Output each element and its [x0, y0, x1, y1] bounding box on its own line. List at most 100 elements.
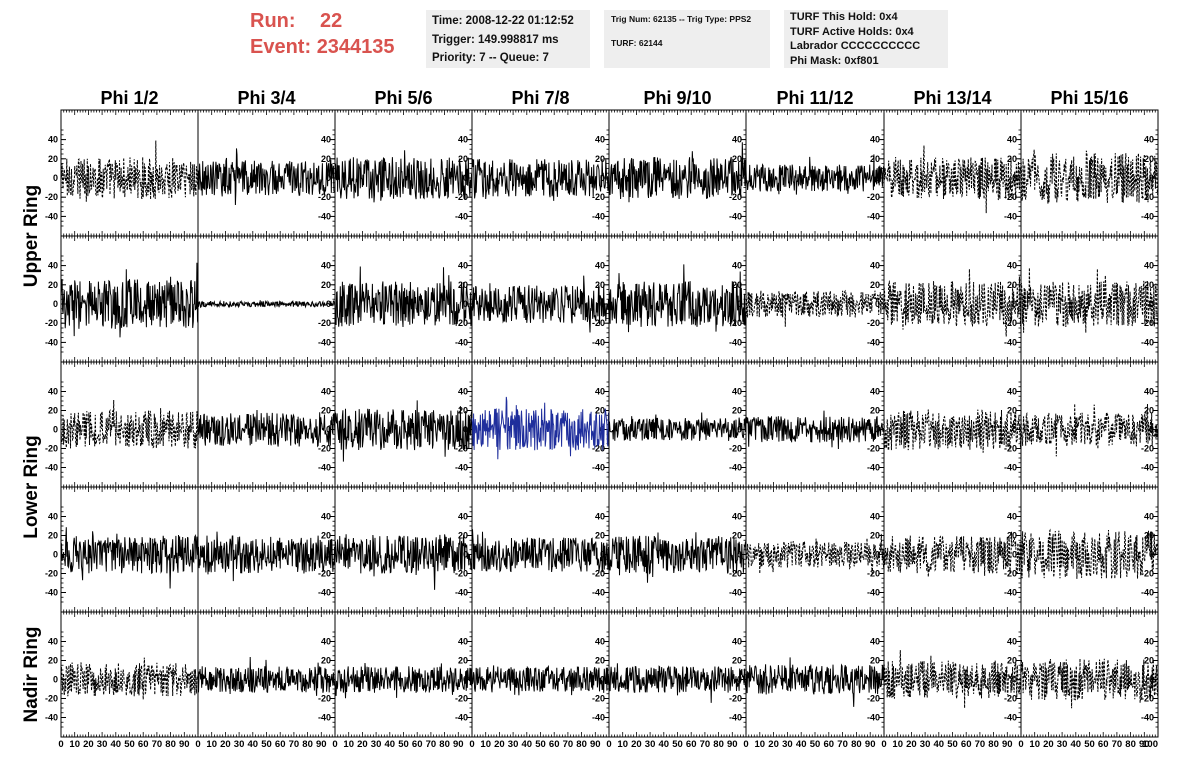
y-tick-label: 40 [732, 512, 742, 522]
y-tick-label: 0 [53, 173, 58, 183]
y-tick-label: 40 [48, 387, 58, 397]
waveform-trace [745, 410, 885, 450]
time-info-box: Time: 2008-12-22 01:12:52 Trigger: 149.9… [426, 10, 590, 68]
y-tick-label: 20 [48, 531, 58, 541]
y-tick-label: -40 [1141, 337, 1154, 347]
y-tick-label: -40 [455, 337, 468, 347]
y-tick-label: 20 [321, 154, 331, 164]
y-tick-label: 40 [595, 135, 605, 145]
y-tick-label: -40 [592, 588, 605, 598]
y-tick-label: -40 [45, 337, 58, 347]
y-tick-label: 20 [732, 406, 742, 416]
y-tick-label: -40 [1141, 588, 1154, 598]
waveform-trace [471, 158, 610, 201]
waveform-trace [883, 531, 1022, 577]
y-tick-label: -20 [592, 444, 605, 454]
y-tick-label: -40 [867, 211, 880, 221]
trigger-info-box: Trig Num: 62135 -- Trig Type: PPS2 TURF:… [604, 10, 770, 68]
waveform-trace [608, 264, 747, 333]
y-tick-label: 20 [1144, 406, 1154, 416]
y-tick-label: -20 [592, 192, 605, 202]
y-tick-label: -20 [455, 192, 468, 202]
y-tick-label: 40 [458, 637, 468, 647]
y-tick-label: -20 [592, 318, 605, 328]
y-tick-label: -40 [455, 463, 468, 473]
y-tick-label: -40 [45, 463, 58, 473]
waveform-trace [60, 527, 199, 589]
y-tick-label: -20 [455, 318, 468, 328]
waveform-trace [1020, 267, 1159, 333]
y-tick-label: 20 [321, 531, 331, 541]
waveform-trace [197, 656, 336, 696]
turf-info-box: TURF This Hold: 0x4 TURF Active Holds: 0… [784, 10, 948, 68]
y-tick-label: 40 [458, 387, 468, 397]
y-tick-label: -20 [45, 192, 58, 202]
y-tick-label: 0 [53, 675, 58, 685]
y-tick-label: -20 [45, 318, 58, 328]
y-tick-label: -20 [1004, 444, 1017, 454]
y-tick-label: 40 [595, 637, 605, 647]
y-tick-label: -20 [729, 444, 742, 454]
panel-frame [745, 486, 885, 613]
y-tick-label: 20 [1144, 531, 1154, 541]
waveform-trace [471, 664, 610, 696]
y-tick-label: 20 [732, 656, 742, 666]
y-tick-label: 40 [458, 512, 468, 522]
waveform-trace [608, 532, 747, 583]
priority-text: Priority: 7 -- Queue: 7 [432, 52, 549, 64]
y-tick-label: 40 [48, 261, 58, 271]
y-tick-label: -20 [45, 444, 58, 454]
column-header: Phi 7/8 [511, 88, 569, 108]
y-tick-label: 40 [458, 261, 468, 271]
y-tick-label: 0 [463, 550, 468, 560]
y-tick-label: -20 [1004, 192, 1017, 202]
y-tick-label: -20 [1141, 444, 1154, 454]
y-tick-label: 20 [458, 154, 468, 164]
y-tick-label: 40 [1007, 387, 1017, 397]
y-tick-label: 40 [870, 387, 880, 397]
trig-num-text: Trig Num: 62135 -- Trig Type: PPS2 [611, 14, 752, 24]
y-tick-label: 40 [48, 135, 58, 145]
y-tick-label: -40 [729, 211, 742, 221]
y-tick-label: 20 [458, 656, 468, 666]
y-tick-label: -20 [867, 444, 880, 454]
labrador-text: Labrador CCCCCCCCCC [790, 40, 921, 52]
y-tick-label: 20 [595, 280, 605, 290]
y-tick-label: -40 [867, 588, 880, 598]
waveform-trace [745, 154, 885, 195]
y-tick-label: 40 [48, 637, 58, 647]
waveform-trace [60, 657, 199, 700]
y-tick-label: -20 [1004, 569, 1017, 579]
y-tick-label: -20 [45, 694, 58, 704]
y-tick-label: 0 [53, 425, 58, 435]
y-tick-label: 40 [870, 135, 880, 145]
y-tick-label: 20 [458, 280, 468, 290]
y-tick-label: 20 [870, 531, 880, 541]
y-tick-label: -40 [729, 463, 742, 473]
column-header: Phi 15/16 [1050, 88, 1128, 108]
y-tick-label: 40 [1007, 135, 1017, 145]
y-tick-label: 0 [600, 173, 605, 183]
y-tick-label: 20 [732, 154, 742, 164]
column-header: Phi 9/10 [643, 88, 711, 108]
y-tick-label: -40 [318, 463, 331, 473]
waveform-trace [608, 142, 747, 203]
y-tick-label: 20 [1007, 406, 1017, 416]
waveform-trace [1020, 403, 1159, 457]
y-tick-label: 0 [326, 550, 331, 560]
y-tick-label: -40 [867, 337, 880, 347]
panel-frame [60, 611, 199, 738]
y-tick-label: -40 [45, 211, 58, 221]
waveform-trace [745, 533, 885, 576]
y-tick-label: -20 [867, 569, 880, 579]
waveform-trace [608, 412, 747, 441]
y-tick-label: 0 [600, 550, 605, 560]
waveform-trace [334, 662, 473, 699]
y-tick-label: 40 [732, 135, 742, 145]
y-tick-label: -20 [45, 569, 58, 579]
y-tick-label: 20 [48, 280, 58, 290]
waveform-trace [60, 399, 199, 449]
y-tick-label: -40 [1004, 211, 1017, 221]
waveform-trace [471, 529, 610, 573]
y-tick-label: -40 [455, 588, 468, 598]
